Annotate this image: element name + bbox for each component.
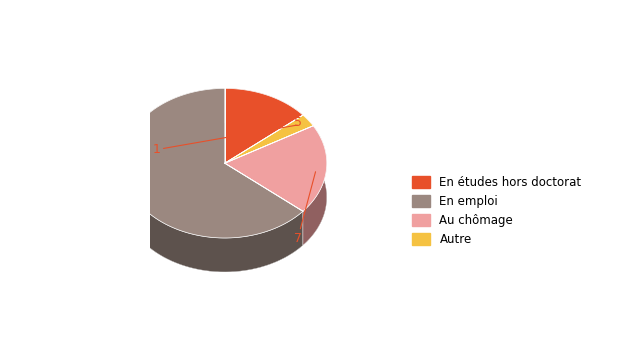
Polygon shape [225,126,327,211]
Polygon shape [123,88,303,272]
Text: 23: 23 [0,339,1,340]
Polygon shape [225,88,303,163]
Text: 5: 5 [266,104,302,129]
Polygon shape [225,115,313,163]
Polygon shape [123,88,303,238]
Polygon shape [303,126,327,245]
Text: 1: 1 [153,125,297,156]
Polygon shape [303,115,313,160]
Legend: En études hors doctorat, En emploi, Au chômage, Autre: En études hors doctorat, En emploi, Au c… [412,176,582,246]
Polygon shape [225,88,303,149]
Text: 7: 7 [294,172,316,244]
Ellipse shape [123,122,327,272]
